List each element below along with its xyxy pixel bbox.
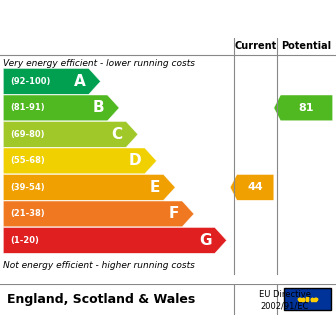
Polygon shape — [3, 95, 119, 121]
Text: (1-20): (1-20) — [10, 236, 39, 245]
Text: D: D — [129, 153, 141, 169]
Text: E: E — [150, 180, 160, 195]
Polygon shape — [3, 148, 157, 174]
Text: (21-38): (21-38) — [10, 209, 45, 218]
Text: England, Scotland & Wales: England, Scotland & Wales — [7, 293, 195, 306]
Text: Very energy efficient - lower running costs: Very energy efficient - lower running co… — [3, 59, 195, 68]
Text: 44: 44 — [248, 182, 263, 192]
Text: C: C — [112, 127, 123, 142]
Polygon shape — [3, 175, 175, 200]
Text: 2002/91/EC: 2002/91/EC — [261, 301, 309, 310]
Text: EU Directive: EU Directive — [259, 290, 311, 299]
Text: (92-100): (92-100) — [10, 77, 50, 86]
Text: F: F — [168, 206, 179, 221]
Polygon shape — [230, 175, 274, 200]
Text: (81-91): (81-91) — [10, 103, 45, 112]
FancyBboxPatch shape — [284, 288, 331, 310]
Polygon shape — [3, 122, 138, 147]
Text: A: A — [74, 74, 85, 89]
Text: B: B — [92, 100, 104, 115]
Text: 81: 81 — [299, 103, 314, 113]
Text: Current: Current — [234, 41, 277, 51]
Text: (69-80): (69-80) — [10, 130, 45, 139]
Text: (55-68): (55-68) — [10, 156, 45, 165]
Polygon shape — [3, 227, 226, 253]
Polygon shape — [274, 95, 333, 121]
Polygon shape — [3, 201, 194, 227]
Text: Potential: Potential — [282, 41, 332, 51]
Text: Energy Efficiency Rating: Energy Efficiency Rating — [44, 10, 292, 28]
Text: (39-54): (39-54) — [10, 183, 45, 192]
Polygon shape — [3, 69, 100, 94]
Text: G: G — [199, 233, 211, 248]
Text: Not energy efficient - higher running costs: Not energy efficient - higher running co… — [3, 261, 195, 270]
